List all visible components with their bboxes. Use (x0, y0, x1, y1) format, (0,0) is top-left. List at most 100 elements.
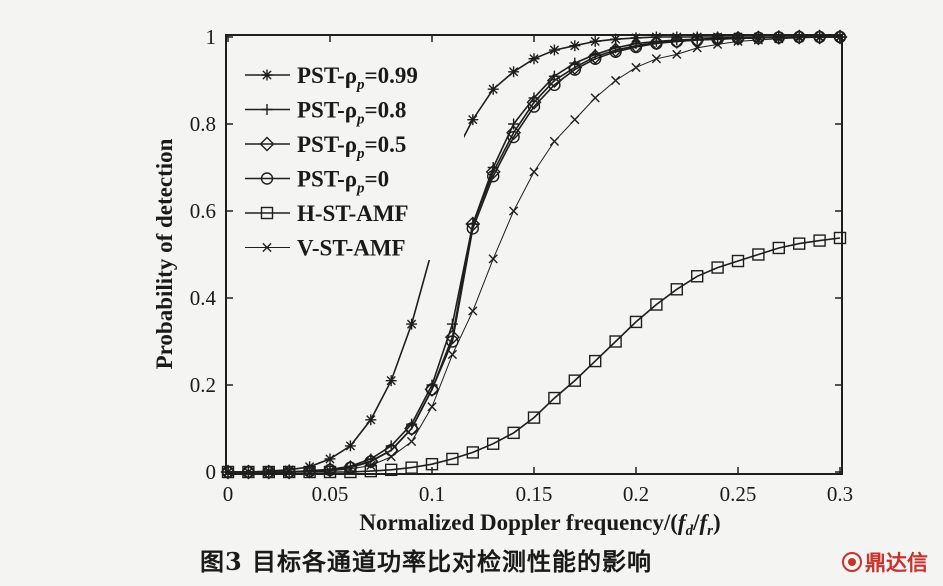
data-point (568, 63, 581, 76)
data-point (527, 411, 541, 424)
y-tick-label: 0 (206, 460, 217, 484)
y-tick-label: 0.6 (190, 199, 216, 223)
x-tick-label: 0 (223, 482, 234, 506)
data-point (487, 83, 499, 95)
x-tick-label: 0.3 (827, 482, 853, 506)
data-point (589, 35, 601, 47)
data-point (650, 298, 663, 311)
data-point (548, 44, 560, 56)
data-point (691, 270, 704, 283)
data-point (446, 452, 459, 466)
data-point (670, 283, 683, 296)
data-point (508, 66, 520, 78)
data-point (813, 234, 826, 247)
data-point (446, 335, 459, 348)
data-point (284, 467, 294, 477)
data-point (260, 206, 274, 220)
data-point (324, 453, 336, 465)
data-point (385, 444, 398, 457)
data-point (570, 115, 580, 125)
data-point (753, 35, 764, 45)
data-point (814, 32, 825, 43)
legend: PST-ρp=0.99 PST-ρp=0.8 PST-ρp=0.5 PST-ρp=0 H… (238, 52, 464, 261)
data-point (507, 426, 520, 440)
data-point (406, 318, 418, 330)
data-point (259, 136, 275, 152)
x-axis-label-f2: f (699, 510, 709, 535)
data-point (508, 118, 520, 130)
x-axis-label-prefix: Normalized Doppler frequency/( (359, 510, 678, 535)
data-point (508, 206, 519, 216)
data-point (243, 467, 254, 477)
data-point (425, 383, 439, 396)
data-point (609, 335, 622, 348)
series-line (228, 237, 841, 473)
watermark-logo-icon (842, 552, 862, 572)
x-tick-label: 0.1 (419, 482, 445, 506)
data-point (731, 32, 745, 45)
data-point (691, 33, 704, 47)
data-point (672, 49, 682, 60)
data-point (590, 93, 600, 103)
x-axis-label-s2: r (707, 523, 713, 539)
data-point (731, 254, 745, 268)
data-point (589, 354, 602, 368)
data-point (261, 69, 273, 81)
data-point (366, 460, 376, 471)
data-point (466, 222, 479, 235)
legend-label: PST-ρp=0.8 (297, 98, 406, 128)
y-tick-label: 0.2 (190, 373, 216, 397)
data-point (527, 100, 541, 113)
data-point (487, 169, 500, 183)
legend-item: V-ST-AMF (245, 236, 406, 261)
data-point (344, 440, 356, 452)
data-point (526, 94, 542, 110)
data-point (385, 375, 397, 387)
data-point (569, 40, 581, 52)
x-tick-label: 0.05 (312, 482, 349, 506)
data-point (548, 78, 561, 92)
data-point (323, 465, 337, 479)
data-point (650, 37, 663, 50)
data-point (610, 75, 621, 86)
data-point (629, 315, 643, 329)
legend-label: PST-ρp=0.5 (297, 132, 406, 162)
data-point (304, 466, 315, 477)
data-point (365, 414, 377, 426)
y-axis-label: Probability of detection (152, 138, 177, 369)
data-point (466, 446, 479, 459)
data-point (385, 463, 398, 477)
data-point (488, 254, 498, 264)
data-point (468, 306, 478, 316)
data-point (386, 452, 396, 462)
watermark: 鼎达信 (842, 547, 928, 577)
data-point (406, 436, 417, 447)
data-point (752, 248, 765, 261)
data-point (774, 34, 784, 44)
x-tick-label: 0.15 (516, 482, 553, 506)
data-point (427, 402, 437, 412)
data-point (670, 35, 683, 48)
y-tick-label: 0.8 (190, 112, 216, 136)
data-point (589, 52, 602, 65)
data-point (345, 464, 356, 474)
x-tick-label: 0.25 (720, 482, 757, 506)
data-point (546, 73, 562, 88)
data-point (528, 53, 540, 65)
ticks-layer: 0 0.05 0.1 0.15 0.2 0.25 0.3 0 0.2 0.4 0.6 0.8 1 (190, 25, 853, 506)
data-point (833, 231, 847, 245)
data-point (262, 242, 272, 253)
data-point (444, 329, 460, 345)
data-point (712, 39, 723, 50)
legend-label: PST-ρp=0.99 (297, 63, 418, 93)
data-point (568, 374, 581, 387)
legend-item: PST-ρp=0 (245, 167, 389, 197)
legend-label: PST-ρp=0 (297, 167, 389, 197)
watermark-text: 鼎达信 (865, 551, 928, 575)
figure-caption: 图3 目标各通道功率比对检测性能的影响 (200, 547, 653, 576)
data-point (651, 54, 662, 64)
data-point (364, 455, 377, 468)
data-point (793, 30, 806, 44)
data-point (711, 261, 724, 274)
data-point (548, 391, 561, 405)
